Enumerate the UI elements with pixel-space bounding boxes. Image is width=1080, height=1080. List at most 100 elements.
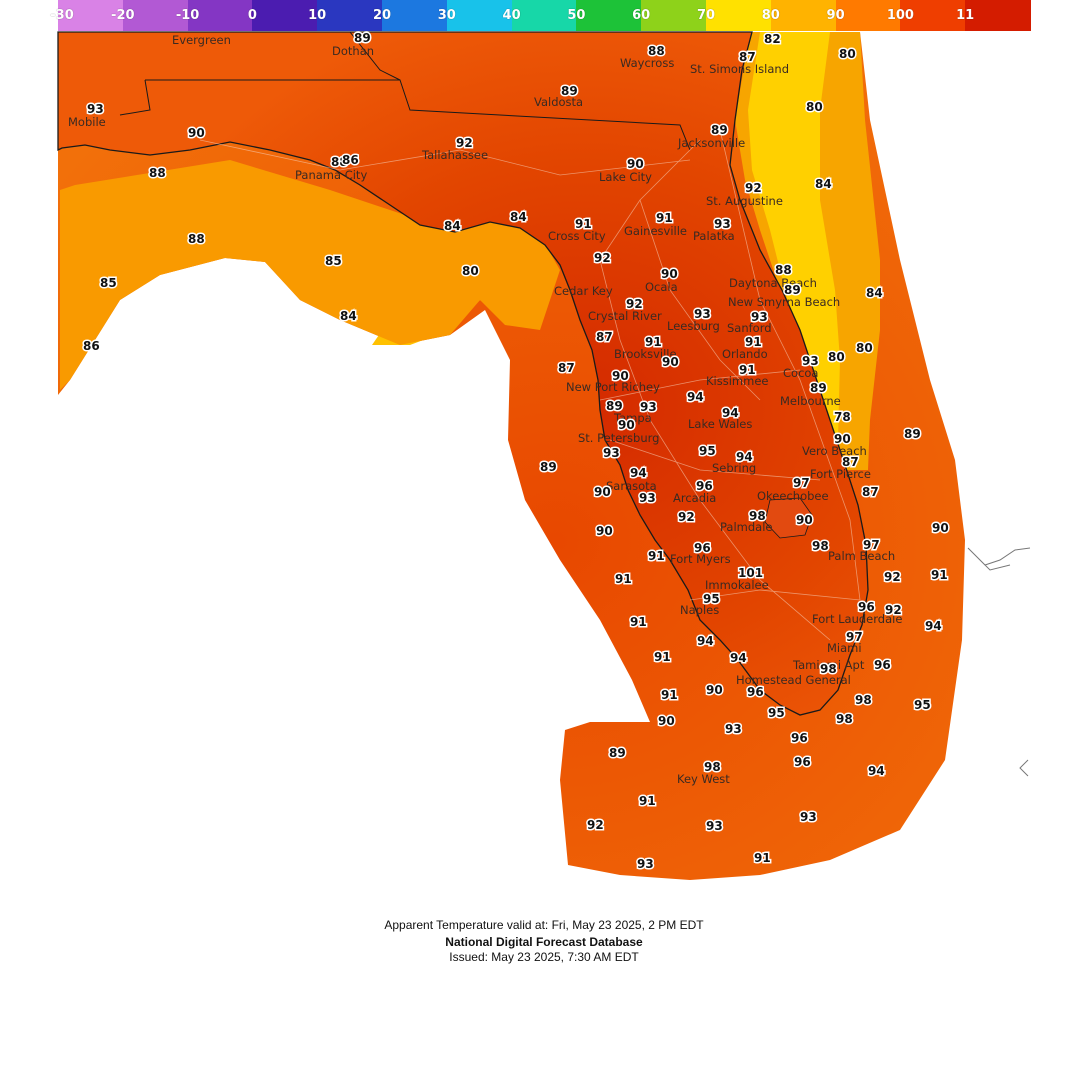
temperature-value: 80 bbox=[806, 100, 823, 114]
temperature-value: 89 bbox=[784, 283, 801, 297]
temperature-value: 90 bbox=[594, 485, 611, 499]
temperature-value: 91 bbox=[656, 211, 673, 225]
temperature-value: 86 bbox=[83, 339, 100, 353]
city-label: Sebring bbox=[712, 461, 756, 475]
city-label: Cocoa bbox=[783, 366, 818, 380]
city-label: Valdosta bbox=[534, 95, 583, 109]
legend-tick-label: 11 bbox=[956, 8, 975, 23]
temperature-value: 97 bbox=[863, 538, 880, 552]
temperature-value: 90 bbox=[618, 418, 635, 432]
temperature-value: 90 bbox=[662, 355, 679, 369]
legend-swatch bbox=[900, 0, 967, 31]
temperature-value: 90 bbox=[706, 683, 723, 697]
state-border-al-fl bbox=[119, 79, 151, 116]
city-label: Homestead General bbox=[736, 673, 851, 687]
temperature-value: 90 bbox=[658, 714, 675, 728]
city-label: Leesburg bbox=[667, 319, 720, 333]
legend-tick-label: -20 bbox=[111, 8, 135, 23]
legend-tick-label: 10 bbox=[308, 8, 327, 23]
temperature-value: 95 bbox=[703, 592, 720, 606]
temperature-value: 93 bbox=[637, 857, 654, 871]
temperature-value: 93 bbox=[706, 819, 723, 833]
city-label: Kissimmee bbox=[706, 374, 768, 388]
legend-tick-label: -10 bbox=[175, 8, 200, 23]
legend-swatch bbox=[511, 0, 578, 31]
temperature-value: 93 bbox=[725, 722, 742, 736]
temperature-value: 89 bbox=[711, 123, 728, 137]
legend-swatch bbox=[122, 0, 189, 31]
city-label: Tamiami Apt bbox=[792, 658, 865, 672]
city-label: Daytona Beach bbox=[729, 276, 817, 290]
temperature-value: 80 bbox=[856, 341, 873, 355]
legend-swatch bbox=[835, 0, 902, 31]
temperature-value: 91 bbox=[654, 650, 671, 664]
temperature-value: 93 bbox=[640, 400, 657, 414]
temperature-value: 91 bbox=[739, 363, 756, 377]
temperature-value: 92 bbox=[885, 603, 902, 617]
city-label: Melbourne bbox=[780, 394, 841, 408]
temperature-value: 88 bbox=[149, 166, 166, 180]
temperature-color-scale: -30 -20 -10 0 10 20 30 40 50 60 70 80 90 100 11 bbox=[50, 0, 1031, 31]
temperature-value: 90 bbox=[188, 126, 205, 140]
legend-swatch bbox=[706, 0, 772, 31]
temperature-value: 93 bbox=[694, 307, 711, 321]
legend-swatch bbox=[641, 0, 707, 31]
temperature-value: 101 bbox=[738, 566, 763, 580]
temperature-value: 96 bbox=[696, 479, 713, 493]
temperature-value: 94 bbox=[730, 651, 747, 665]
temperature-value: 87 bbox=[596, 330, 613, 344]
temperature-value: 92 bbox=[678, 510, 695, 524]
temperature-value: 93 bbox=[751, 310, 768, 324]
temperature-value: 95 bbox=[699, 444, 716, 458]
city-label: St. Simons Island bbox=[690, 62, 789, 76]
city-label: Arcadia bbox=[673, 491, 716, 505]
temperature-value: 80 bbox=[462, 264, 479, 278]
temperature-value: 96 bbox=[858, 600, 875, 614]
temperature-value: 88 bbox=[188, 232, 205, 246]
legend-tick-label: 40 bbox=[502, 8, 521, 23]
temperature-value: 93 bbox=[800, 810, 817, 824]
city-label: Sarasota bbox=[606, 479, 657, 493]
temperature-value: 94 bbox=[925, 619, 942, 633]
temperature-value: 96 bbox=[747, 685, 764, 699]
land-mass bbox=[57, 31, 869, 716]
temperature-value: 87 bbox=[842, 455, 859, 469]
city-label: New Smyrna Beach bbox=[728, 295, 840, 309]
source-title: National Digital Forecast Database bbox=[445, 935, 643, 949]
temperature-value: 92 bbox=[626, 297, 643, 311]
city-label: Cedar Key bbox=[554, 284, 613, 298]
legend-tick-label: 30 bbox=[437, 8, 456, 23]
temperature-value: 92 bbox=[594, 251, 611, 265]
temperature-value: 84 bbox=[510, 210, 527, 224]
city-label: Fort Myers bbox=[670, 552, 731, 566]
legend-tick-label: 90 bbox=[826, 8, 845, 23]
temperature-value: 93 bbox=[802, 354, 819, 368]
city-label: Palatka bbox=[693, 229, 735, 243]
temperature-value: 89 bbox=[354, 31, 371, 45]
atlantic-cooler-band bbox=[748, 32, 840, 440]
city-label: Okeechobee bbox=[757, 489, 829, 503]
city-label: Sanford bbox=[727, 321, 772, 335]
legend-swatch bbox=[446, 0, 513, 31]
temperature-value: 96 bbox=[791, 731, 808, 745]
city-label: Ocala bbox=[645, 280, 678, 294]
legend-swatch bbox=[382, 0, 448, 31]
temperature-value: 91 bbox=[754, 851, 771, 865]
legend-swatch bbox=[58, 0, 124, 31]
city-label: Fort Pierce bbox=[810, 467, 871, 481]
temperature-value: 85 bbox=[100, 276, 117, 290]
temperature-value: 97 bbox=[846, 630, 863, 644]
city-label: Key West bbox=[677, 772, 730, 786]
city-labels: Evergreen Dothan Waycross St. Simons Island… bbox=[68, 33, 902, 786]
temperature-value: 90 bbox=[627, 157, 644, 171]
legend-tick-label: 60 bbox=[632, 8, 651, 23]
temperature-value: 84 bbox=[340, 309, 357, 323]
temperature-value: 88 bbox=[331, 155, 348, 169]
temperature-value: 91 bbox=[661, 688, 678, 702]
legend-swatch bbox=[317, 0, 383, 31]
city-label: Mobile bbox=[68, 115, 106, 129]
legend-swatch bbox=[770, 0, 837, 31]
temperature-value: 90 bbox=[932, 521, 949, 535]
city-label: New Port Richey bbox=[566, 380, 660, 394]
map-caption: Apparent Temperature valid at: Fri, May … bbox=[0, 918, 1080, 964]
